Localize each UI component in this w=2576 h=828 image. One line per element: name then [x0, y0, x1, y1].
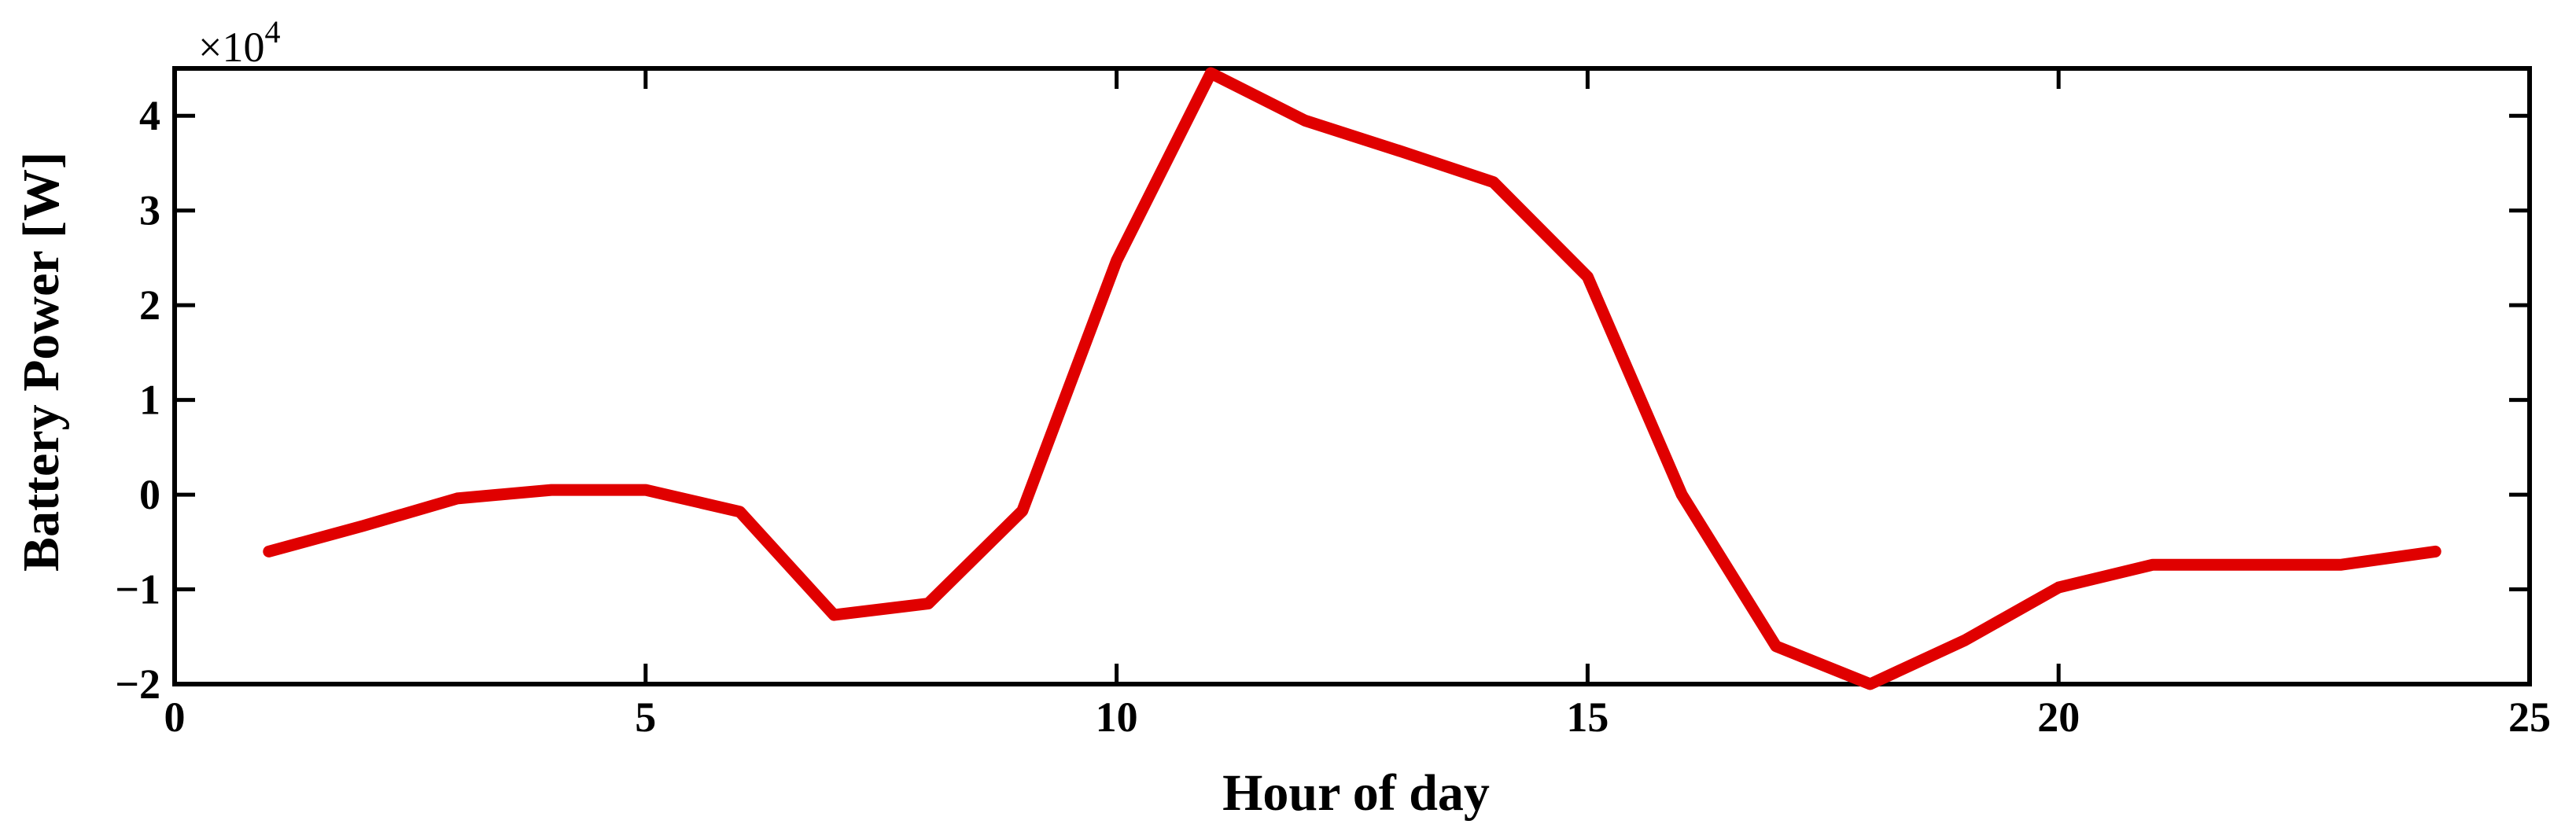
y-tick-label: −2	[115, 661, 160, 708]
y-axis-multiplier: ×104	[198, 14, 280, 71]
battery-power-line	[263, 67, 2441, 690]
y-tick-label: 1	[139, 377, 160, 424]
y-tick-label: 0	[139, 471, 160, 518]
y-tick-label: 2	[139, 282, 160, 329]
x-tick-label: 15	[1566, 694, 1609, 741]
x-axis-label: Hour of day	[1222, 764, 1490, 822]
y-axis-multiplier-base: ×10	[198, 24, 264, 71]
y-tick-label: 3	[139, 187, 160, 234]
x-tick-label: 5	[635, 694, 656, 741]
y-axis-label: Battery Power [W]	[13, 152, 70, 572]
x-axis-ticks: 0 5 10 15 20 25	[164, 68, 2551, 741]
x-tick-label: 25	[2508, 694, 2551, 741]
y-tick-label: 4	[139, 92, 160, 139]
series-layer	[263, 67, 2441, 690]
y-axis-multiplier-exponent: 4	[264, 14, 280, 50]
plot-area	[172, 66, 2532, 686]
y-axis-ticks: −2 −1 0 1 2 3 4	[115, 92, 2530, 708]
plot-frame	[172, 66, 2532, 686]
x-tick-label: 20	[2037, 694, 2080, 741]
y-tick-label: −1	[115, 566, 160, 613]
x-tick-label: 0	[164, 694, 186, 741]
x-tick-label: 10	[1096, 694, 1138, 741]
